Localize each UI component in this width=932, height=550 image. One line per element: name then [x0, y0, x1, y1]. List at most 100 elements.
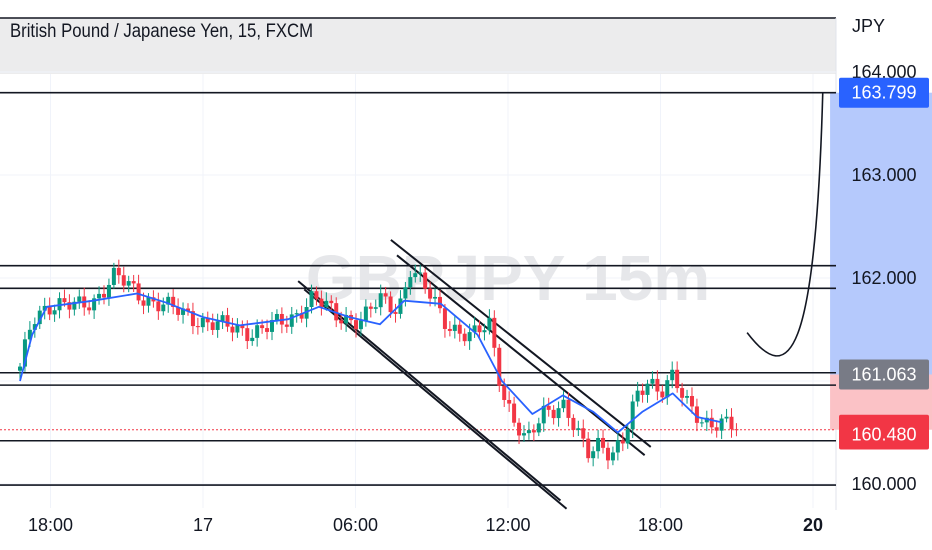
candle-body [245, 328, 250, 342]
candle-body [482, 330, 487, 333]
moving-average-line [19, 292, 722, 434]
candle-body [517, 422, 522, 436]
candle-body [52, 310, 57, 315]
candle-body [344, 314, 349, 324]
candle-body [230, 326, 235, 333]
trend-channel-line[interactable] [297, 280, 562, 502]
candle-body [289, 314, 294, 327]
candle-body [146, 297, 151, 306]
candle-body [353, 320, 358, 330]
candle-body [121, 275, 126, 286]
candle-body [670, 369, 675, 381]
candle-body [462, 333, 467, 342]
trend-channel-line[interactable] [303, 288, 568, 510]
candle-body [32, 324, 37, 330]
trend-channel-line[interactable] [396, 254, 646, 456]
price-badge-label: 163.799 [851, 83, 916, 103]
candle-body [324, 300, 329, 308]
candle-body [393, 312, 398, 314]
candle-body [314, 291, 319, 299]
price-badge [839, 359, 929, 390]
candle-body [685, 396, 690, 398]
candle-body [714, 427, 719, 431]
projection-curve-path[interactable] [746, 92, 824, 357]
candle-body [106, 284, 111, 298]
candle-body [546, 405, 551, 410]
candle-body [576, 428, 581, 430]
candle-body [383, 293, 388, 297]
candle-body [57, 298, 62, 311]
candle-body [675, 369, 680, 389]
candle-body [423, 272, 428, 289]
candle-body [408, 277, 413, 288]
candle-body [566, 399, 571, 418]
trend-channel-line[interactable] [390, 239, 652, 448]
candle-body [536, 423, 541, 433]
candle-body [92, 298, 97, 311]
candle-body [689, 396, 694, 407]
header-band [0, 18, 836, 74]
candle-body [265, 328, 270, 332]
candle-body [378, 293, 383, 308]
candle-body [116, 267, 121, 276]
candle-body [195, 326, 200, 328]
candle-body [373, 307, 378, 309]
candle-body [531, 430, 536, 433]
price-badge [839, 77, 929, 108]
price-tick-label: 162.000 [851, 268, 916, 288]
candle-body [161, 304, 166, 312]
candle-body [388, 296, 393, 313]
candle-body [260, 325, 265, 329]
projection-curve[interactable] [746, 92, 824, 357]
candle-body [699, 422, 704, 424]
candle-body [398, 298, 403, 314]
candle-body [447, 328, 452, 331]
candle-body [255, 325, 260, 338]
candle-body [665, 380, 670, 398]
candle-body [176, 306, 181, 315]
moving-average [19, 292, 722, 434]
candle-body [156, 301, 161, 312]
candle-body [101, 293, 106, 298]
candle-body [660, 391, 665, 398]
profit-zone[interactable] [830, 92, 932, 375]
candle-body [645, 383, 650, 395]
trend-channels[interactable] [297, 239, 652, 510]
candle-body [640, 390, 645, 395]
candle-body [596, 437, 601, 452]
candle-body [512, 403, 517, 423]
candle-body [620, 440, 625, 444]
candle-body [363, 306, 368, 321]
candle-body [329, 300, 334, 304]
candle-body [225, 315, 230, 327]
candle-body [437, 296, 442, 309]
candle-body [42, 305, 47, 311]
candle-body [136, 283, 141, 301]
candle-body [339, 320, 344, 324]
candle-body [605, 447, 610, 461]
candle-body [294, 313, 299, 315]
candle-body [650, 378, 655, 384]
price-badge-label: 161.063 [851, 365, 916, 385]
candle-body [655, 378, 660, 392]
candle-body [27, 329, 32, 340]
candle-body [284, 324, 289, 327]
candle-body [205, 317, 210, 323]
candle-body [18, 366, 22, 371]
candle-body [319, 298, 324, 308]
candle-body [526, 430, 531, 434]
candle-body [87, 307, 92, 311]
candle-body [185, 308, 190, 312]
candle-body [497, 347, 502, 386]
candle-body [141, 300, 146, 306]
candle-body [561, 399, 566, 409]
candle-body [126, 281, 131, 286]
candle-body [586, 438, 591, 459]
candle-body [467, 332, 472, 342]
candle-body [521, 433, 526, 436]
candle-body [304, 307, 309, 319]
candle-body [724, 416, 729, 419]
